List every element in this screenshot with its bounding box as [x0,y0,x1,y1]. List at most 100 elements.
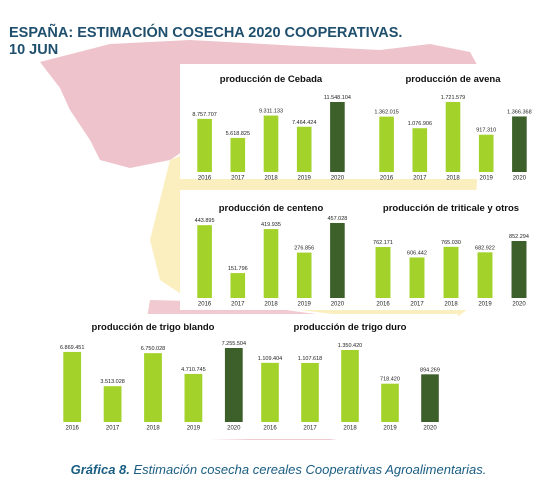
value-label: 1.366.368 [507,109,531,115]
bar-2020 [511,241,527,298]
bar-2018 [341,350,359,422]
bar-2019 [184,373,203,422]
x-tick-label: 2017 [410,302,424,308]
value-label: 5.618.825 [226,131,250,137]
value-label: 606.442 [407,250,427,256]
value-label: 1.350.420 [338,343,362,349]
x-tick-label: 2018 [444,302,458,308]
bar-2017 [230,273,246,298]
value-label: 6.869.451 [60,345,84,351]
bar-2017 [412,128,428,172]
chart-produccion-de-centeno: producción de centeno 443.895 2016 151.796 2… [195,203,348,308]
x-tick-label: 2019 [187,426,201,432]
bar-2017 [409,257,425,298]
value-label: 7.464.424 [292,120,316,126]
bar-2020 [512,116,527,172]
x-tick-label: 2018 [446,176,460,182]
value-label: 852.294 [509,234,529,240]
value-label: 9.311.133 [259,109,283,115]
x-tick-label: 2018 [343,426,357,432]
value-label: 8.757.707 [192,112,216,118]
caption-label: Gráfica 8. [70,462,130,477]
value-label: 6.750.028 [141,346,165,352]
x-tick-label: 2018 [264,302,278,308]
bar-2018 [445,102,461,172]
value-label: 894.269 [420,367,440,373]
x-tick-label: 2016 [198,176,212,182]
x-tick-label: 2017 [303,426,317,432]
bar-2016 [197,225,212,298]
x-tick-label: 2016 [66,426,80,432]
bar-2020 [330,102,345,172]
bar-2019 [478,134,494,172]
value-label: 3.513.028 [100,379,124,385]
chart-produccion-de-trigo-duro: producción de trigo duro 1.109.404 2016 1.1… [258,322,440,432]
bar-2016 [375,247,391,298]
bar-2020 [330,223,345,298]
bar-2019 [477,252,493,298]
x-tick-label: 2020 [331,302,345,308]
x-tick-label: 2016 [263,426,277,432]
x-tick-label: 2020 [227,426,241,432]
caption-text: Estimación cosecha cereales Cooperativas… [129,462,487,477]
value-label: 917.310 [476,128,496,134]
x-tick-label: 2017 [106,426,120,432]
bar-2018 [144,353,162,422]
bar-2016 [63,351,82,422]
chart-produccion-de-trigo-blando: producción de trigo blando 6.869.451 2016 3… [60,322,246,432]
x-tick-label: 2018 [264,176,278,182]
bar-2020 [224,348,243,422]
chart-produccion-de-triticale-y-otros: producción de triticale y otros 762.171 20… [373,203,529,308]
value-label: 762.171 [373,240,393,246]
chart-title: producción de trigo blando [92,322,215,333]
bar-2018 [443,246,459,298]
value-label: 1.721.579 [441,95,465,101]
x-tick-label: 2017 [231,176,245,182]
bar-2018 [263,229,279,298]
bar-2017 [230,137,246,172]
chart-title: producción de Cebada [220,74,323,85]
value-label: 1.076.906 [408,121,432,127]
x-tick-label: 2017 [413,176,427,182]
bar-2019 [296,126,312,172]
x-tick-label: 2020 [513,176,527,182]
charts-group: producción de Cebada 8.757.707 2016 5.618.8… [60,74,532,432]
x-tick-label: 2016 [198,302,212,308]
chart-produccion-de-cebada: producción de Cebada 8.757.707 2016 5.618.8… [192,74,351,182]
page-title: ESPAÑA: ESTIMACIÓN COSECHA 2020 COOPERAT… [9,25,402,59]
bar-2017 [103,386,122,422]
bar-2019 [381,383,399,422]
bar-2016 [261,362,279,422]
value-label: 419.935 [261,222,281,228]
value-label: 151.796 [228,266,248,272]
value-label: 1.362.015 [374,110,398,116]
bar-2018 [263,115,279,172]
x-tick-label: 2019 [298,302,312,308]
x-tick-label: 2020 [423,426,437,432]
x-tick-label: 2020 [512,302,526,308]
chart-title: producción de centeno [219,203,324,214]
chart-title: producción de avena [405,74,501,85]
bar-2020 [421,374,439,422]
value-label: 11.548.104 [324,95,351,101]
value-label: 457.028 [327,216,347,222]
value-label: 765.030 [441,240,461,246]
chart-title: producción de triticale y otros [383,203,519,214]
value-label: 718.420 [380,377,400,383]
x-tick-label: 2016 [376,302,390,308]
value-label: 1.109.404 [258,356,282,362]
x-tick-label: 2020 [331,176,345,182]
x-tick-label: 2018 [146,426,160,432]
bar-2019 [296,252,312,298]
value-label: 4.710.745 [181,367,205,373]
x-tick-label: 2019 [383,426,397,432]
x-tick-label: 2019 [480,176,494,182]
x-tick-label: 2017 [231,302,245,308]
value-label: 276.856 [294,246,314,252]
value-label: 7.255.504 [222,341,246,347]
x-tick-label: 2019 [298,176,312,182]
bar-2016 [379,116,394,172]
figure-caption: Gráfica 8. Estimación cosecha cereales C… [0,462,557,477]
value-label: 1.107.618 [298,356,322,362]
